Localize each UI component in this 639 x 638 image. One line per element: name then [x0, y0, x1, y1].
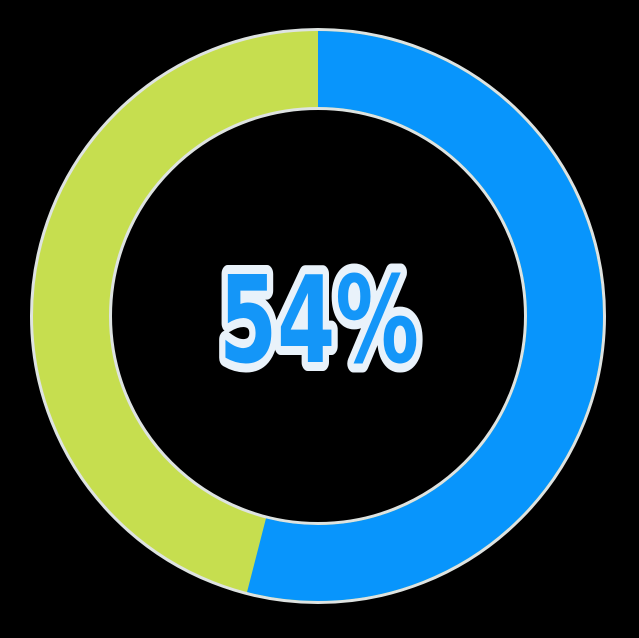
donut-slice-value: [33, 31, 603, 601]
donut-center-label: 54%: [219, 252, 419, 391]
donut-center-label-outline: 54%: [219, 252, 419, 391]
